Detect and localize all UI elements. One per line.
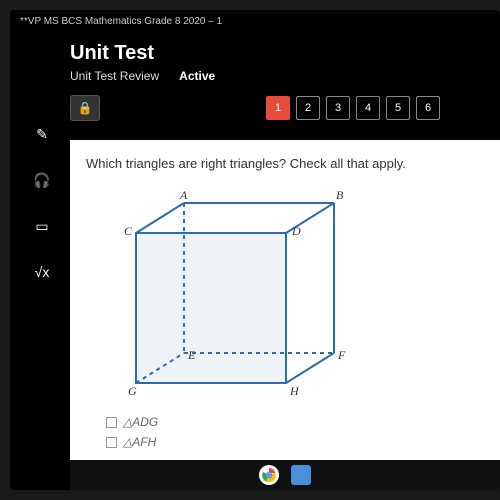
window-title-bar: **VP MS BCS Mathematics Grade 8 2020 – 1 (10, 10, 500, 32)
pencil-icon[interactable]: ✎ (28, 120, 56, 148)
checkbox-icon[interactable] (106, 437, 117, 448)
course-title: **VP MS BCS Mathematics Grade 8 2020 – 1 (20, 16, 222, 27)
answer-label: △ADG (123, 415, 158, 429)
qnav-5[interactable]: 5 (386, 96, 410, 120)
qnav-2[interactable]: 2 (296, 96, 320, 120)
folder-icon[interactable] (291, 465, 311, 485)
label-E: E (187, 348, 196, 362)
tool-rail: ✎ 🎧 ▭ √x (28, 120, 56, 286)
question-prompt: Which triangles are right triangles? Che… (86, 156, 484, 171)
cube-diagram: A B C D E F G H (106, 185, 366, 405)
qnav-6[interactable]: 6 (416, 96, 440, 120)
chrome-icon[interactable] (259, 465, 279, 485)
checkbox-icon[interactable] (106, 417, 117, 428)
status-label: Active (179, 69, 215, 83)
headphones-icon[interactable]: 🎧 (28, 166, 56, 194)
label-D: D (291, 224, 301, 238)
calculator-icon[interactable]: ▭ (28, 212, 56, 240)
qnav-3[interactable]: 3 (326, 96, 350, 120)
qnav-1[interactable]: 1 (266, 96, 290, 120)
label-F: F (337, 348, 346, 362)
page-title: Unit Test (70, 42, 440, 65)
answer-list: △ADG △AFH (106, 415, 484, 449)
label-B: B (336, 188, 344, 202)
sqrt-icon[interactable]: √x (28, 258, 56, 286)
answer-option[interactable]: △AFH (106, 435, 484, 449)
label-H: H (289, 384, 300, 398)
label-A: A (179, 188, 188, 202)
label-G: G (128, 384, 137, 398)
answer-label: △AFH (123, 435, 156, 449)
answer-option[interactable]: △ADG (106, 415, 484, 429)
subtitle: Unit Test Review (70, 69, 159, 83)
qnav-4[interactable]: 4 (356, 96, 380, 120)
lock-icon[interactable]: 🔒 (70, 95, 100, 121)
question-nav: 1 2 3 4 5 6 (266, 96, 440, 120)
label-C: C (124, 224, 133, 238)
question-panel: Which triangles are right triangles? Che… (70, 140, 500, 460)
taskbar (70, 460, 500, 490)
test-header: Unit Test Unit Test Review Active (10, 32, 500, 83)
toolbar: 🔒 1 2 3 4 5 6 (10, 95, 500, 131)
